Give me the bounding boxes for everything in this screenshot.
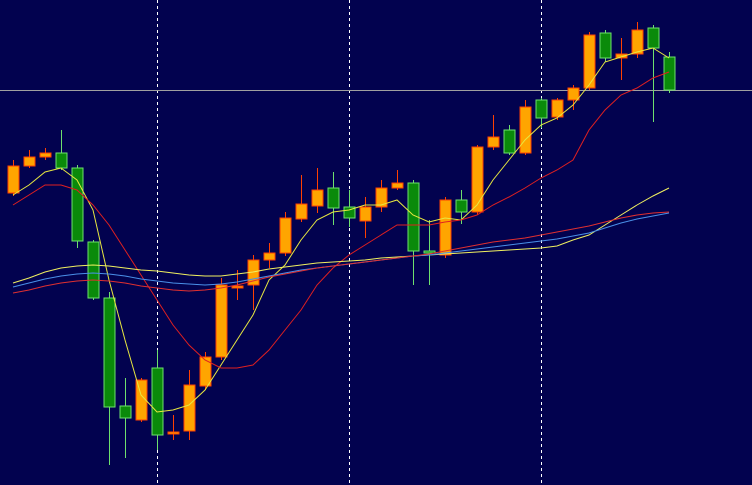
candle-body xyxy=(567,87,580,101)
candle-body xyxy=(71,167,84,242)
moving-average-line xyxy=(12,187,670,284)
candle-body xyxy=(583,34,596,89)
candle-body xyxy=(519,106,532,154)
candle-body xyxy=(55,152,68,169)
candle-body xyxy=(295,203,308,220)
candle-body xyxy=(311,189,324,207)
moving-average-line xyxy=(12,47,670,413)
candle-body xyxy=(343,206,356,219)
candle-body xyxy=(215,284,228,358)
candle-body xyxy=(103,297,116,408)
candle-body xyxy=(167,431,180,435)
candle-body xyxy=(407,182,420,252)
candle-body xyxy=(647,27,660,49)
candle-body xyxy=(535,99,548,119)
moving-average-line xyxy=(12,211,670,294)
candle-body xyxy=(39,152,52,158)
candle-body xyxy=(231,285,244,289)
candle-body xyxy=(439,199,452,256)
candle-body xyxy=(279,217,292,254)
candle-body xyxy=(183,384,196,432)
candle-body xyxy=(599,32,612,59)
candle-body xyxy=(7,165,20,194)
candle-body xyxy=(119,405,132,419)
candle-body xyxy=(87,241,100,299)
candle-body xyxy=(23,156,36,167)
candle-body xyxy=(455,199,468,213)
candle-body xyxy=(487,136,500,148)
candle-body xyxy=(199,356,212,387)
candle-body xyxy=(135,379,148,421)
candle-body xyxy=(423,250,436,254)
candle-body xyxy=(503,129,516,154)
candle-body xyxy=(391,182,404,189)
candle-body xyxy=(359,206,372,222)
candle-body xyxy=(263,252,276,261)
candle-body xyxy=(631,29,644,55)
candle-body xyxy=(327,187,340,209)
candle-body xyxy=(471,146,484,213)
candle-body xyxy=(151,367,164,436)
candle-body xyxy=(375,187,388,208)
candle-body xyxy=(615,53,628,59)
